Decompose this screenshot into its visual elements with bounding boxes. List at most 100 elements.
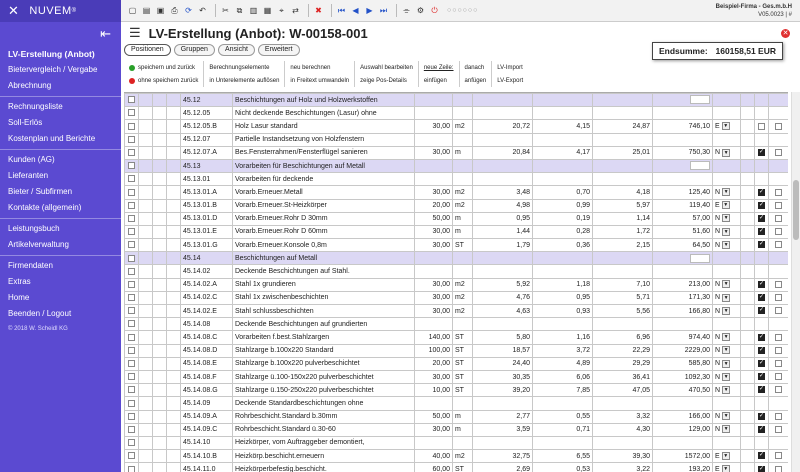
- row-extra-checkbox[interactable]: [768, 145, 788, 160]
- flag-value[interactable]: E: [715, 452, 720, 460]
- row-extra-checkbox[interactable]: [768, 158, 788, 174]
- checkbox[interactable]: [128, 280, 135, 288]
- table-row[interactable]: 45.14.08 Deckende Beschichtungen auf grun…: [124, 317, 788, 332]
- table-row[interactable]: 45.14.08.G Stahlzarge ü.150-250x220 pulve…: [124, 383, 788, 398]
- row-checked[interactable]: [754, 369, 769, 385]
- flag-select[interactable]: N ▼: [712, 422, 741, 437]
- total-price[interactable]: [652, 317, 713, 332]
- row-checked[interactable]: [754, 224, 769, 240]
- checkbox[interactable]: [775, 425, 782, 433]
- row-extra-checkbox[interactable]: [768, 449, 788, 464]
- row-checked[interactable]: [754, 383, 769, 398]
- price-2[interactable]: 0,36: [532, 238, 593, 253]
- row-checked[interactable]: [754, 106, 769, 121]
- unit-price[interactable]: 6,96: [592, 330, 653, 345]
- checkbox[interactable]: [758, 385, 765, 395]
- row-checked[interactable]: [754, 238, 769, 253]
- row-select-checkbox[interactable]: [124, 383, 139, 398]
- total-price[interactable]: 470,50: [652, 383, 713, 398]
- price-1[interactable]: 20,84: [472, 145, 533, 160]
- checkbox[interactable]: [775, 188, 782, 196]
- sidebar-item[interactable]: Beenden / Logout: [8, 309, 72, 318]
- unit-price[interactable]: 1,14: [592, 211, 653, 226]
- flag-select[interactable]: N ▼: [712, 211, 741, 226]
- row-select-checkbox[interactable]: [124, 317, 139, 332]
- row-checked[interactable]: [754, 290, 769, 306]
- flag-select[interactable]: [712, 93, 741, 108]
- position-text[interactable]: Heizkörper, vom Auftraggeber demontiert,: [232, 435, 415, 451]
- row-select-checkbox[interactable]: [124, 224, 139, 240]
- price-1[interactable]: 30,35: [472, 369, 533, 385]
- checkbox[interactable]: [775, 241, 782, 249]
- checkbox[interactable]: [775, 149, 782, 156]
- row-extra-checkbox[interactable]: [768, 383, 788, 398]
- position-number[interactable]: 45.14.09: [180, 396, 233, 411]
- row-extra-checkbox[interactable]: [768, 251, 788, 266]
- position-number[interactable]: 45.14.02.E: [180, 303, 233, 319]
- position-text[interactable]: Beschichtungen auf Metall: [232, 251, 415, 266]
- collapse-glyph[interactable]: ⇤: [100, 26, 111, 41]
- position-text[interactable]: Heizkörp.beschicht.erneuern: [232, 449, 415, 464]
- convert-freetext-button[interactable]: in Freitext umwandeln: [290, 77, 350, 84]
- checkbox[interactable]: [775, 452, 782, 460]
- total-price[interactable]: 166,80: [652, 303, 713, 319]
- table-row[interactable]: 45.12.07.A Bes.Fensterrahmen/Fensterflüge…: [124, 145, 788, 160]
- row-checked[interactable]: [754, 198, 769, 213]
- price-1[interactable]: [472, 132, 533, 147]
- position-number[interactable]: 45.14.11.0: [180, 462, 233, 472]
- flag-select[interactable]: E ▼: [712, 119, 741, 134]
- position-number[interactable]: 45.13.01.B: [180, 198, 233, 213]
- position-text[interactable]: Vorarb.Erneuer.St-Heizkörper: [232, 198, 415, 213]
- chevron-down-icon[interactable]: ▼: [722, 372, 731, 381]
- flag-select[interactable]: [712, 251, 741, 266]
- unit-price[interactable]: 29,29: [592, 356, 653, 371]
- row-select-checkbox[interactable]: [124, 132, 139, 147]
- row-select-checkbox[interactable]: [124, 369, 139, 385]
- unit-price[interactable]: 3,22: [592, 462, 653, 472]
- sidebar-item[interactable]: Lieferanten: [8, 171, 49, 180]
- close-icon[interactable]: ✕: [781, 29, 790, 38]
- unit[interactable]: m: [452, 409, 473, 424]
- row-extra-checkbox[interactable]: [768, 435, 788, 451]
- position-number[interactable]: 45.14.02.C: [180, 290, 233, 306]
- flag-select[interactable]: [712, 264, 741, 279]
- position-number[interactable]: 45.12.07: [180, 132, 233, 147]
- price-2[interactable]: 1,18: [532, 277, 593, 292]
- row-checked[interactable]: [754, 264, 769, 279]
- row-extra-checkbox[interactable]: [768, 356, 788, 371]
- position-number[interactable]: 45.12.05.B: [180, 119, 233, 134]
- checkbox[interactable]: [128, 373, 135, 381]
- price-2[interactable]: 0,93: [532, 303, 593, 319]
- total-price[interactable]: 51,60: [652, 224, 713, 240]
- sidebar-item[interactable]: Rechnungsliste: [8, 102, 63, 111]
- price-1[interactable]: 2,69: [472, 462, 533, 472]
- table-row[interactable]: 45.13.01.B Vorarb.Erneuer.St-Heizkörper 20…: [124, 198, 788, 213]
- table-row[interactable]: 45.14.10 Heizkörper, vom Auftraggeber dem…: [124, 435, 788, 451]
- checkbox[interactable]: [758, 187, 765, 198]
- total-price[interactable]: 129,00: [652, 422, 713, 437]
- checkbox[interactable]: [128, 149, 135, 156]
- quantity[interactable]: 30,00: [414, 422, 453, 437]
- flag-select[interactable]: E ▼: [712, 462, 741, 472]
- checkbox[interactable]: [128, 346, 135, 354]
- scrollbar-thumb[interactable]: [793, 180, 799, 240]
- total-price[interactable]: 64,50: [652, 238, 713, 253]
- quantity[interactable]: 20,00: [414, 356, 453, 371]
- checkbox[interactable]: [758, 122, 765, 130]
- row-extra-checkbox[interactable]: [768, 343, 788, 358]
- quantity[interactable]: 30,00: [414, 238, 453, 253]
- menu-icon[interactable]: ☰: [129, 25, 141, 40]
- flag-select[interactable]: N ▼: [712, 303, 741, 319]
- quantity[interactable]: [414, 158, 453, 174]
- checkbox[interactable]: [758, 147, 765, 158]
- quantity[interactable]: 20,00: [414, 198, 453, 213]
- position-number[interactable]: 45.14.10.B: [180, 449, 233, 464]
- row-select-checkbox[interactable]: [124, 343, 139, 358]
- flag-value[interactable]: N: [715, 228, 721, 236]
- price-1[interactable]: 20,72: [472, 119, 533, 134]
- row-checked[interactable]: [754, 409, 769, 424]
- quantity[interactable]: 60,00: [414, 462, 453, 472]
- save-icon[interactable]: ▣: [156, 6, 165, 15]
- price-1[interactable]: 4,76: [472, 290, 533, 306]
- unit[interactable]: m: [452, 145, 473, 160]
